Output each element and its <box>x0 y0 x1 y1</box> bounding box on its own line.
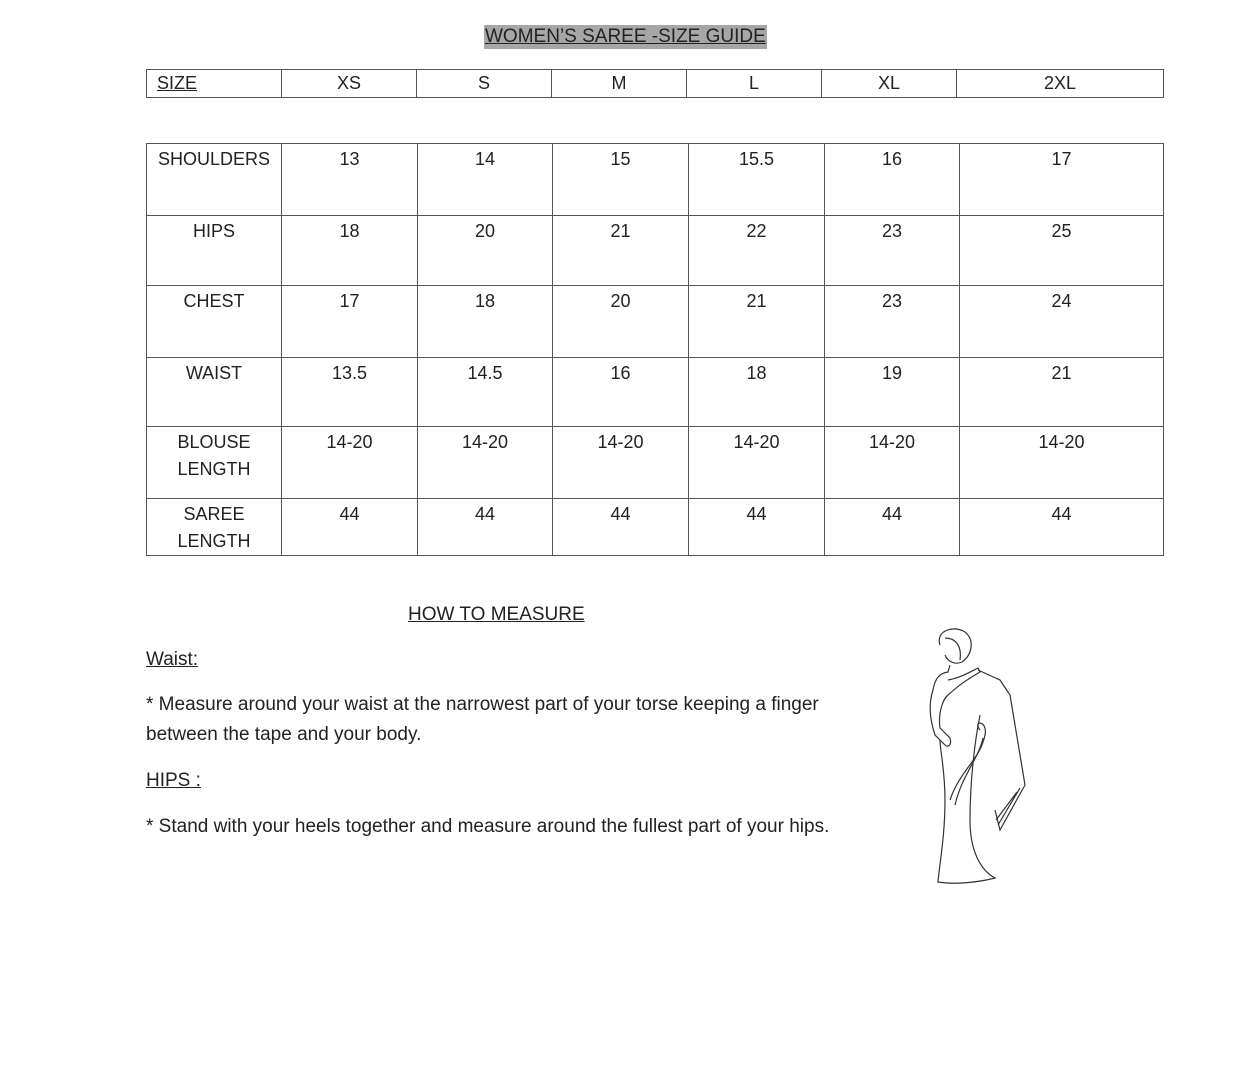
measurement-label: WAIST <box>146 357 282 427</box>
size-m: M <box>551 69 687 98</box>
how-to-measure-heading: HOW TO MEASURE <box>408 604 585 625</box>
waist-instructions: * Measure around your waist at the narro… <box>146 694 819 745</box>
measurement-value: 44 <box>281 498 418 556</box>
measurement-value: 20 <box>417 215 553 286</box>
measurement-label: SHOULDERS <box>146 143 282 216</box>
measurement-value: 23 <box>824 215 960 286</box>
measurement-value: 21 <box>688 285 825 358</box>
measurement-value: 16 <box>552 357 689 427</box>
measurement-value: 21 <box>552 215 689 286</box>
measurement-value: 44 <box>959 498 1164 556</box>
measurement-value: 44 <box>552 498 689 556</box>
measurement-row: CHEST 17 18 20 21 23 24 <box>146 285 1164 358</box>
measurement-value: 44 <box>824 498 960 556</box>
measurement-row: HIPS 18 20 21 22 23 25 <box>146 215 1164 286</box>
measurement-row: SHOULDERS 13 14 15 15.5 16 17 <box>146 143 1164 216</box>
measurement-label: CHEST <box>146 285 282 358</box>
measurement-value: 15.5 <box>688 143 825 216</box>
measurement-value: 17 <box>959 143 1164 216</box>
page-title: WOMEN’S SAREE -SIZE GUIDE <box>484 25 767 49</box>
measurement-value: 18 <box>417 285 553 358</box>
size-2xl: 2XL <box>956 69 1164 98</box>
measurement-row: BLOUSE LENGTH 14-20 14-20 14-20 14-20 14-20 14… <box>146 426 1164 499</box>
measurement-value: 44 <box>688 498 825 556</box>
measurement-label: SAREE LENGTH <box>146 498 282 556</box>
measurement-value: 14 <box>417 143 553 216</box>
measurement-value: 25 <box>959 215 1164 286</box>
measurement-value: 19 <box>824 357 960 427</box>
measurement-value: 14-20 <box>281 426 418 499</box>
measurement-value: 13.5 <box>281 357 418 427</box>
measurement-value: 14-20 <box>824 426 960 499</box>
hips-instructions: * Stand with your heels together and mea… <box>146 816 830 837</box>
measurement-value: 23 <box>824 285 960 358</box>
measurement-label: BLOUSE LENGTH <box>146 426 282 499</box>
measurement-value: 14-20 <box>959 426 1164 499</box>
measurement-value: 14-20 <box>417 426 553 499</box>
hips-heading: HIPS : <box>146 770 201 791</box>
size-label: SIZE <box>146 69 282 98</box>
size-xl: XL <box>821 69 957 98</box>
size-s: S <box>416 69 552 98</box>
saree-illustration <box>929 628 1026 884</box>
measurement-value: 14-20 <box>552 426 689 499</box>
measurement-value: 20 <box>552 285 689 358</box>
measurement-value: 21 <box>959 357 1164 427</box>
measurement-value: 22 <box>688 215 825 286</box>
size-header-table: SIZE XS S M L XL 2XL <box>146 69 1164 98</box>
waist-heading: Waist: <box>146 649 199 670</box>
size-l: L <box>686 69 822 98</box>
measurement-label: HIPS <box>146 215 282 286</box>
measurement-value: 15 <box>552 143 689 216</box>
measurement-value: 14-20 <box>688 426 825 499</box>
measurement-value: 17 <box>281 285 418 358</box>
measurement-value: 18 <box>281 215 418 286</box>
measurement-value: 44 <box>417 498 553 556</box>
measurement-row: SAREE LENGTH 44 44 44 44 44 44 <box>146 498 1164 556</box>
measurement-row: WAIST 13.5 14.5 16 18 19 21 <box>146 357 1164 427</box>
measurement-value: 13 <box>281 143 418 216</box>
measurement-value: 14.5 <box>417 357 553 427</box>
measurement-value: 16 <box>824 143 960 216</box>
measurement-value: 18 <box>688 357 825 427</box>
size-xs: XS <box>281 69 417 98</box>
measurement-value: 24 <box>959 285 1164 358</box>
measurements-table: SHOULDERS 13 14 15 15.5 16 17 HIPS 18 20 21 22 23 25 C… <box>146 143 1164 556</box>
